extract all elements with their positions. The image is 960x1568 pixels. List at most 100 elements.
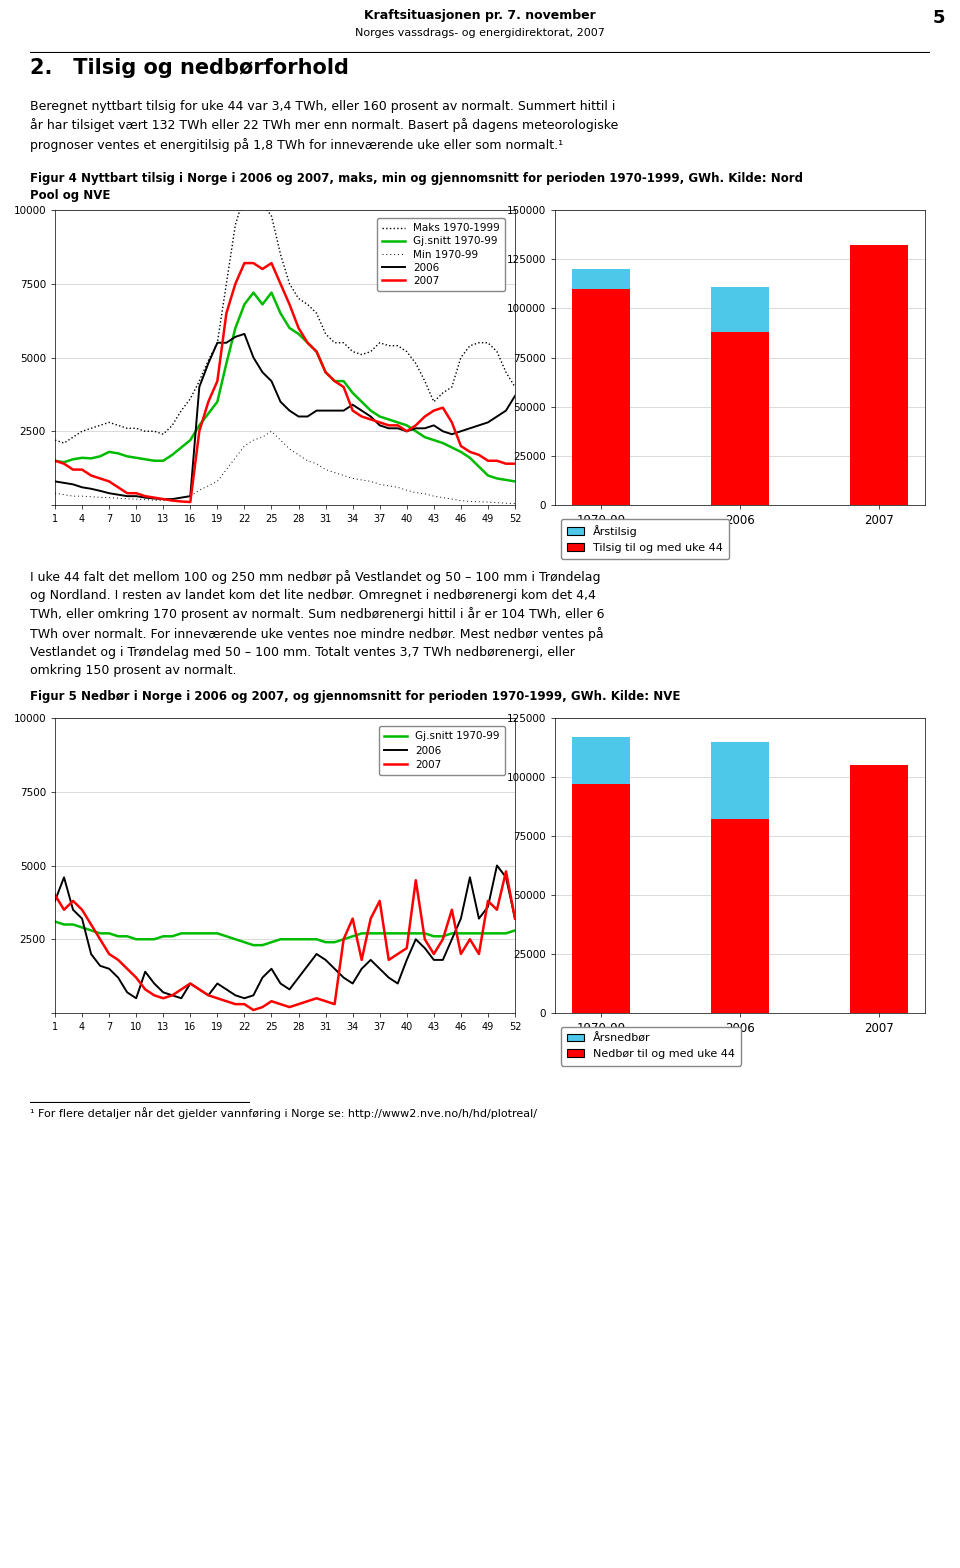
2007: [85, 916, 97, 935]
2007: [248, 1000, 259, 1019]
Bar: [710, 332, 769, 505]
Text: Kraftsituasjonen pr. 7. november: Kraftsituasjonen pr. 7. november: [364, 9, 596, 22]
Bar: [710, 287, 769, 332]
Gj.snitt 1970-99: [49, 452, 60, 470]
2007: [184, 492, 196, 511]
Legend: Gj.snitt 1970-99, 2006, 2007: Gj.snitt 1970-99, 2006, 2007: [379, 726, 505, 775]
2007: [338, 930, 349, 949]
2007: [275, 994, 286, 1013]
Maks 1970-1999: [49, 431, 60, 450]
Gj.snitt 1970-99: [509, 920, 520, 939]
Line: Min 1970-99: Min 1970-99: [55, 431, 515, 503]
Bar: [572, 270, 630, 289]
Min 1970-99: [482, 492, 493, 511]
Bar: [850, 765, 908, 1013]
Text: Figur 5 Nedbør i Norge i 2006 og 2007, og gjennomsnitt for perioden 1970-1999, G: Figur 5 Nedbør i Norge i 2006 og 2007, o…: [30, 690, 681, 702]
2006: [239, 325, 251, 343]
Gj.snitt 1970-99: [356, 392, 368, 411]
Maks 1970-1999: [347, 342, 358, 361]
2007: [85, 466, 97, 485]
Text: 2. Tilsig og nedbørforhold: 2. Tilsig og nedbørforhold: [30, 58, 348, 78]
Legend: Årsnedbør, Nedbør til og med uke 44: Årsnedbør, Nedbør til og med uke 44: [561, 1027, 741, 1066]
2006: [301, 956, 313, 975]
Gj.snitt 1970-99: [211, 924, 223, 942]
2006: [509, 909, 520, 928]
Gj.snitt 1970-99: [482, 924, 493, 942]
Gj.snitt 1970-99: [275, 304, 286, 323]
Gj.snitt 1970-99: [85, 448, 97, 467]
2007: [509, 455, 520, 474]
2007: [211, 989, 223, 1008]
Min 1970-99: [266, 422, 277, 441]
Line: 2006: 2006: [55, 866, 515, 999]
Gj.snitt 1970-99: [356, 924, 368, 942]
2006: [49, 472, 60, 491]
Gj.snitt 1970-99: [248, 936, 259, 955]
2007: [509, 909, 520, 928]
Text: Norges vassdrags- og energidirektorat, 2007: Norges vassdrags- og energidirektorat, 2…: [355, 28, 605, 38]
2006: [49, 892, 60, 911]
Gj.snitt 1970-99: [248, 284, 259, 303]
2007: [365, 411, 376, 430]
Gj.snitt 1970-99: [482, 466, 493, 485]
Bar: [572, 289, 630, 505]
Min 1970-99: [509, 494, 520, 513]
2007: [239, 254, 251, 273]
2006: [221, 334, 232, 353]
Line: 2007: 2007: [55, 872, 515, 1010]
2006: [275, 974, 286, 993]
Min 1970-99: [49, 485, 60, 503]
Maks 1970-1999: [221, 274, 232, 293]
2006: [311, 401, 323, 420]
Gj.snitt 1970-99: [275, 930, 286, 949]
2006: [85, 944, 97, 963]
2007: [311, 342, 323, 361]
Gj.snitt 1970-99: [509, 472, 520, 491]
Bar: [572, 784, 630, 1013]
Text: I uke 44 falt det mellom 100 og 250 mm nedbør på Vestlandet og 50 – 100 mm i Trø: I uke 44 falt det mellom 100 og 250 mm n…: [30, 571, 605, 677]
Maks 1970-1999: [365, 342, 376, 361]
Maks 1970-1999: [509, 378, 520, 397]
2006: [157, 489, 169, 508]
Text: Figur 4 Nyttbart tilsig i Norge i 2006 og 2007, maks, min og gjennomsnitt for pe: Figur 4 Nyttbart tilsig i Norge i 2006 o…: [30, 172, 803, 202]
Line: 2006: 2006: [55, 334, 515, 499]
Legend: Årstilsig, Tilsig til og med uke 44: Årstilsig, Tilsig til og med uke 44: [561, 519, 730, 560]
Line: Maks 1970-1999: Maks 1970-1999: [55, 187, 515, 444]
2006: [347, 395, 358, 414]
2007: [284, 295, 296, 314]
Text: Beregnet nyttbart tilsig for uke 44 var 3,4 TWh, eller 160 prosent av normalt. S: Beregnet nyttbart tilsig for uke 44 var …: [30, 100, 618, 152]
Line: Gj.snitt 1970-99: Gj.snitt 1970-99: [55, 922, 515, 946]
2006: [338, 967, 349, 986]
Maks 1970-1999: [311, 304, 323, 323]
Line: 2007: 2007: [55, 263, 515, 502]
Line: Gj.snitt 1970-99: Gj.snitt 1970-99: [55, 293, 515, 481]
Bar: [710, 820, 769, 1013]
Bar: [710, 742, 769, 820]
Legend: Maks 1970-1999, Gj.snitt 1970-99, Min 1970-99, 2006, 2007: Maks 1970-1999, Gj.snitt 1970-99, Min 19…: [376, 218, 505, 292]
Maks 1970-1999: [59, 434, 70, 453]
Min 1970-99: [356, 470, 368, 489]
2007: [500, 862, 512, 881]
Maks 1970-1999: [284, 274, 296, 293]
Gj.snitt 1970-99: [338, 930, 349, 949]
2006: [356, 960, 368, 978]
Gj.snitt 1970-99: [49, 913, 60, 931]
Gj.snitt 1970-99: [338, 372, 349, 390]
Bar: [572, 737, 630, 784]
2006: [365, 408, 376, 426]
2006: [492, 856, 503, 875]
Bar: [850, 246, 908, 505]
Text: ¹ For flere detaljer når det gjelder vannføring i Norge se: http://www2.nve.no/h: ¹ For flere detaljer når det gjelder van…: [30, 1107, 537, 1120]
Gj.snitt 1970-99: [85, 920, 97, 939]
2006: [284, 401, 296, 420]
2006: [85, 480, 97, 499]
2006: [221, 980, 232, 999]
Min 1970-99: [85, 488, 97, 506]
2007: [221, 304, 232, 323]
2006: [509, 386, 520, 405]
2006: [131, 989, 142, 1008]
Text: 5: 5: [933, 9, 946, 27]
2007: [301, 993, 313, 1011]
2007: [356, 950, 368, 969]
Min 1970-99: [211, 472, 223, 491]
